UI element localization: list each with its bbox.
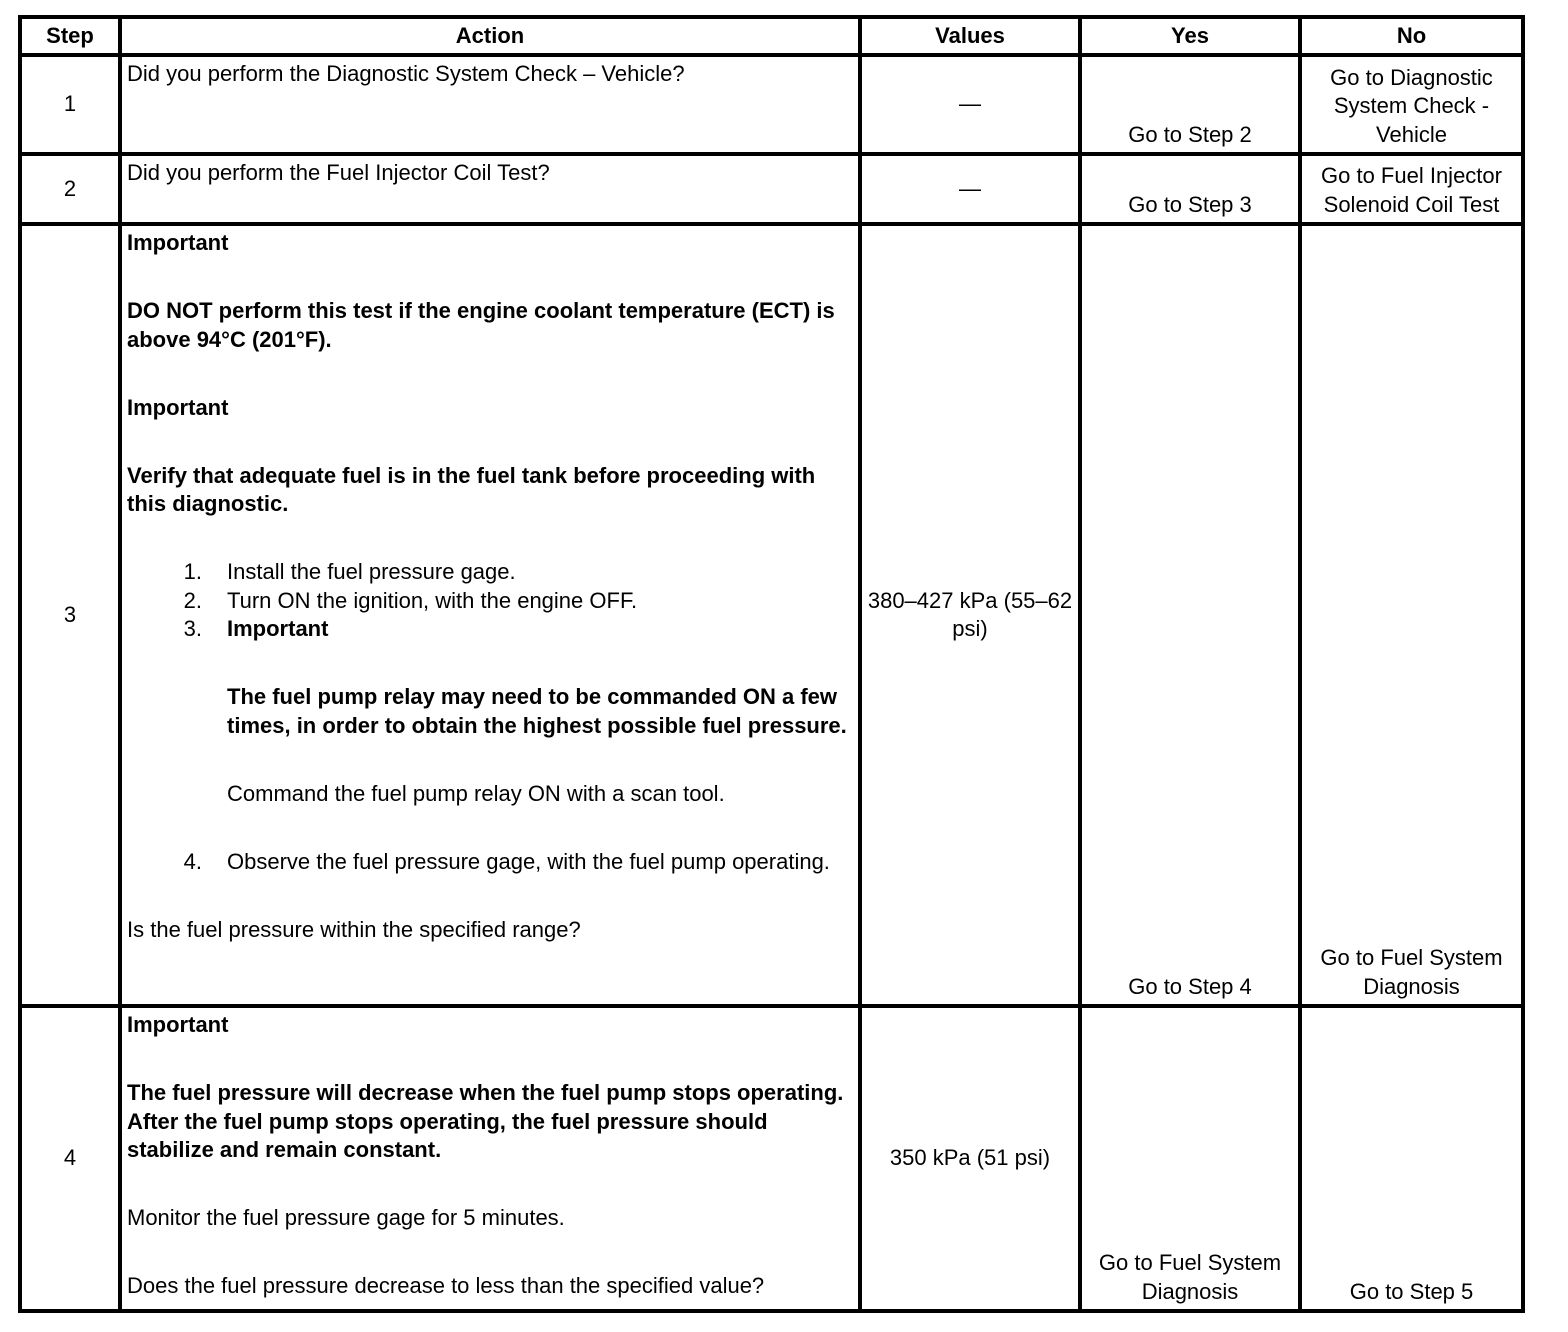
yes-cell: Go to Step 4 <box>1078 222 1302 1008</box>
important-label: Important <box>127 1012 229 1037</box>
header-yes: Yes <box>1078 15 1302 57</box>
header-step: Step <box>18 15 122 57</box>
action-cell: Did you perform the Diagnostic System Ch… <box>118 53 862 156</box>
header-values: Values <box>858 15 1082 57</box>
important-label: Important <box>127 230 229 255</box>
procedure-list: 1. Install the fuel pressure gage. 2. Turn… <box>127 558 853 876</box>
no-cell: Go to Diagnostic System Check - Vehicle <box>1298 53 1525 156</box>
table-row: 1 Did you perform the Diagnostic System … <box>18 53 1525 156</box>
values-cell: — <box>858 53 1082 156</box>
important-text: Verify that adequate fuel is in the fuel… <box>127 462 816 517</box>
header-row: Step Action Values Yes No <box>18 15 1525 57</box>
important-text: The fuel pump relay may need to be comma… <box>227 684 847 738</box>
values-cell: 350 kPa (51 psi) <box>858 1004 1082 1313</box>
values-cell: 380–427 kPa (55–62 psi) <box>858 222 1082 1008</box>
important-label: Important <box>127 394 229 420</box>
important-text: The fuel pressure will decrease when the… <box>127 1080 844 1162</box>
action-cell: Did you perform the Fuel Injector Coil T… <box>118 152 862 226</box>
list-item: 2. Turn ON the ignition, with the engine … <box>183 587 638 613</box>
no-cell: Go to Fuel System Diagnosis <box>1298 222 1525 1008</box>
action-cell: Important DO NOT perform this test if th… <box>118 222 862 1008</box>
step-number: 2 <box>18 152 122 226</box>
question: Is the fuel pressure within the specifie… <box>127 916 581 942</box>
action-cell: Important The fuel pressure will decreas… <box>118 1004 862 1313</box>
step-number: 4 <box>18 1004 122 1313</box>
yes-cell: Go to Step 2 <box>1078 53 1302 156</box>
table-row: 4 Important The fuel pressure will decre… <box>18 1004 1525 1313</box>
important-label: Important <box>227 616 329 641</box>
header-no: No <box>1298 15 1525 57</box>
question: Does the fuel pressure decrease to less … <box>127 1273 765 1298</box>
yes-cell: Go to Fuel System Diagnosis <box>1078 1004 1302 1313</box>
table-row: 2 Did you perform the Fuel Injector Coil… <box>18 152 1525 226</box>
list-item: 1. Install the fuel pressure gage. <box>183 559 516 584</box>
list-item: 4. Observe the fuel pressure gage, with t… <box>183 848 830 874</box>
list-item: 3. Important The fuel pump relay may nee… <box>183 616 847 806</box>
table-row: 3 Important DO NOT perform this test if … <box>18 222 1525 1008</box>
step-number: 1 <box>18 53 122 156</box>
values-cell: — <box>858 152 1082 226</box>
no-cell: Go to Fuel Injector Solenoid Coil Test <box>1298 152 1525 226</box>
yes-cell: Go to Step 3 <box>1078 152 1302 226</box>
step-number: 3 <box>18 222 122 1008</box>
no-cell: Go to Step 5 <box>1298 1004 1525 1313</box>
header-action: Action <box>118 15 862 57</box>
important-text: DO NOT perform this test if the engine c… <box>127 298 835 352</box>
diagnostic-table: Step Action Values Yes No 1 Did you perf… <box>18 15 1525 1313</box>
instruction: Monitor the fuel pressure gage for 5 min… <box>127 1205 565 1230</box>
